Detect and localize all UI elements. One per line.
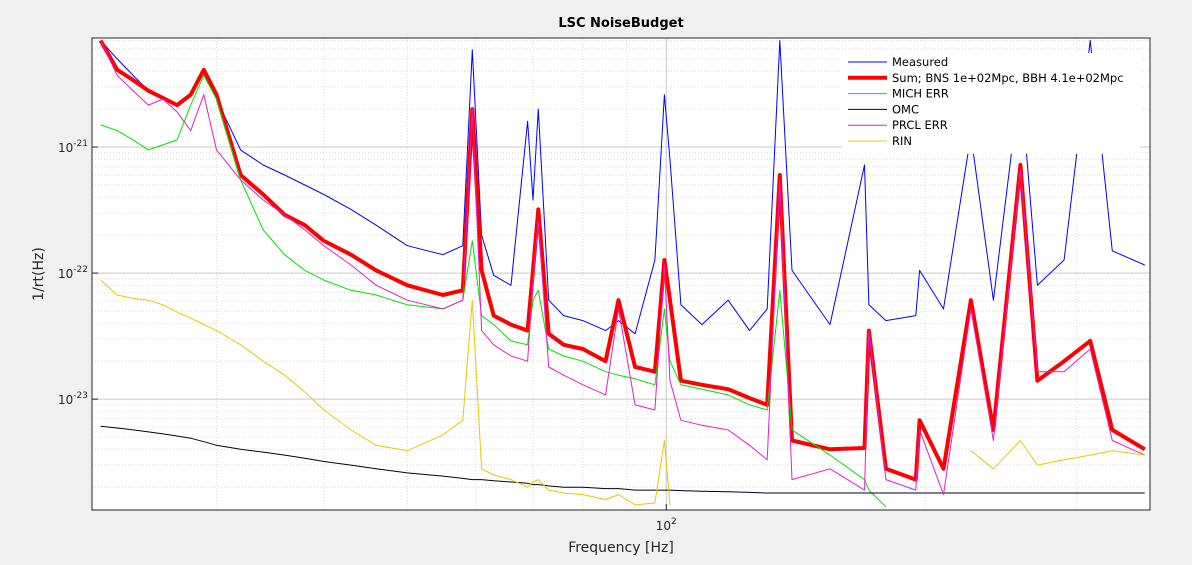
x-tick-label: 102: [656, 517, 677, 533]
y-tick-label: 10-23: [58, 391, 88, 407]
series-line: [100, 40, 1145, 335]
legend-label: Sum; BNS 1e+02Mpc, BBH 4.1e+02Mpc: [892, 71, 1124, 85]
legend-label: PRCL ERR: [892, 118, 948, 132]
y-tick-label: 10-21: [58, 139, 88, 155]
series-line: [98, 39, 1146, 482]
legend-box: [842, 53, 1140, 154]
legend: Measured Sum; BNS 1e+02Mpc, BBH 4.1e+02Mp…: [842, 53, 1140, 154]
y-axis-label: 1/rt(Hz): [31, 247, 47, 301]
legend-label: RIN: [892, 134, 912, 148]
legend-label: OMC: [892, 102, 919, 116]
legend-label: MICH ERR: [892, 87, 949, 101]
x-axis-label: Frequency [Hz]: [568, 540, 674, 556]
chart-title: LSC NoiseBudget: [558, 16, 683, 31]
series-line: [100, 74, 887, 508]
lines: [98, 39, 1146, 508]
series-line: [100, 279, 1145, 506]
legend-label: Measured: [892, 55, 948, 69]
y-tick-label: 10-22: [58, 265, 88, 281]
ticks: 102 10-23 10-22 10-21: [58, 139, 677, 533]
series-line: [100, 40, 1146, 496]
axes-box: [91, 37, 1151, 511]
series-line: [100, 425, 1145, 494]
